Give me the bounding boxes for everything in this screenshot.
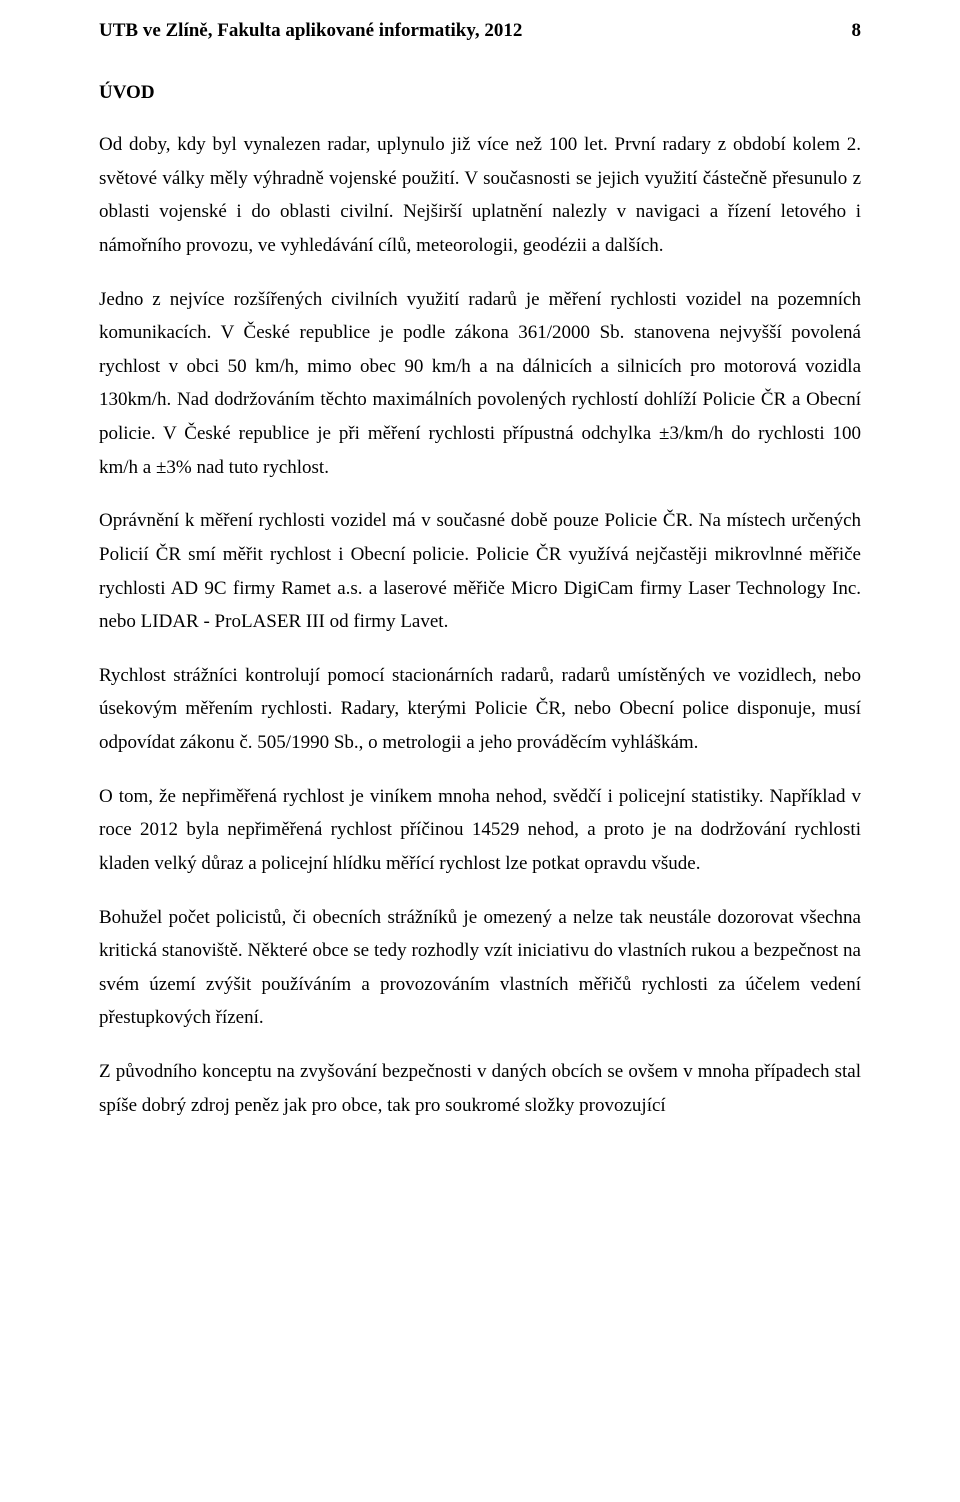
paragraph: Oprávnění k měření rychlosti vozidel má … [99,504,861,639]
paragraph: O tom, že nepřiměřená rychlost je viníke… [99,780,861,881]
paragraph: Od doby, kdy byl vynalezen radar, uplynu… [99,128,861,263]
header-institution: UTB ve Zlíně, Fakulta aplikované informa… [99,20,852,42]
header-page-number: 8 [852,20,862,42]
section-title: ÚVOD [99,82,861,104]
page-header: UTB ve Zlíně, Fakulta aplikované informa… [99,20,861,42]
document-page: UTB ve Zlíně, Fakulta aplikované informa… [0,0,960,1182]
paragraph: Rychlost strážníci kontrolují pomocí sta… [99,659,861,760]
paragraph: Z původního konceptu na zvyšování bezpeč… [99,1055,861,1122]
paragraph: Jedno z nejvíce rozšířených civilních vy… [99,283,861,485]
paragraph: Bohužel počet policistů, či obecních str… [99,901,861,1036]
